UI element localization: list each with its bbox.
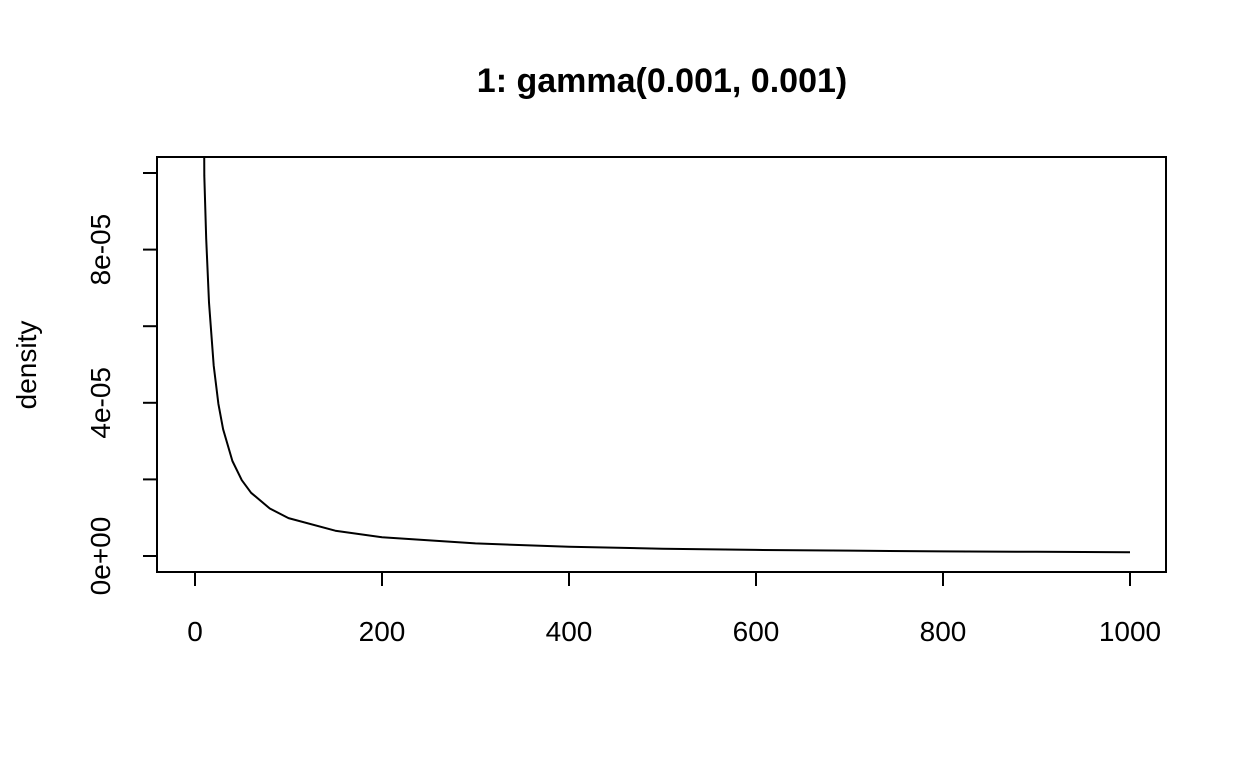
x-tick-label: 200 (359, 616, 406, 647)
y-tick-label: 8e-05 (85, 214, 116, 286)
x-tick-label: 0 (187, 616, 203, 647)
plot-frame (156, 156, 1167, 573)
x-tick-label: 600 (733, 616, 780, 647)
density-line (203, 157, 1131, 554)
x-tick-label: 400 (546, 616, 593, 647)
y-axis-title: density (11, 321, 42, 410)
x-axis: 0 200 400 600 800 1000 (187, 571, 1161, 647)
y-tick-label: 0e+00 (85, 517, 116, 596)
x-tick-label: 1000 (1099, 616, 1161, 647)
x-tick-label: 800 (920, 616, 967, 647)
y-tick-label: 4e-05 (85, 367, 116, 439)
chart-title: 1: gamma(0.001, 0.001) (477, 62, 847, 100)
y-axis: 0e+00 4e-05 8e-05 (85, 172, 158, 596)
